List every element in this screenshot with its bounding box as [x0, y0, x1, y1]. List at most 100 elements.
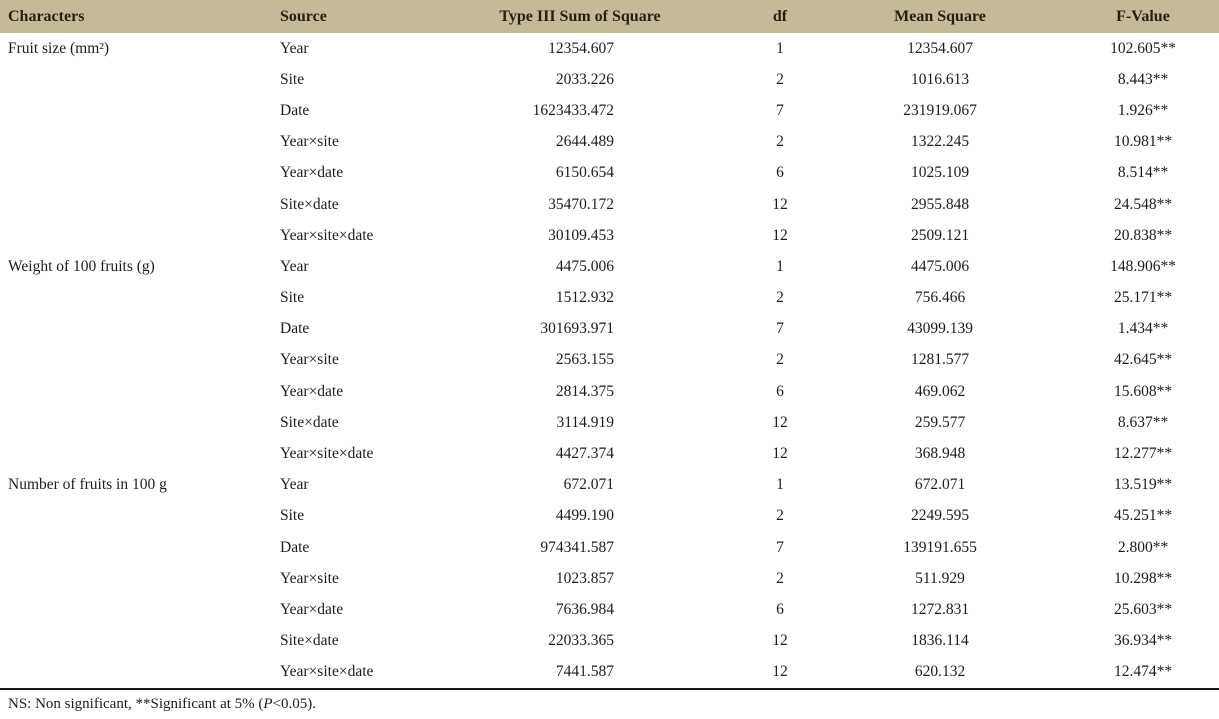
cell-source: Year×date [280, 600, 344, 618]
cell-mean-square: 1016.613 [910, 70, 970, 88]
table-header: Characters Source Type III Sum of Square… [0, 0, 1219, 33]
table-row: Year×date 7636.984 6 1272.831 25.603** [0, 594, 1219, 625]
cell-df: 6 [776, 164, 784, 182]
cell-source: Year [280, 476, 309, 494]
cell-source: Year×date [280, 164, 344, 182]
cell-df: 7 [776, 320, 784, 338]
cell-character [0, 345, 280, 376]
footnote-text-end: <0.05). [272, 695, 317, 712]
cell-sum-of-square: 7441.587 [555, 663, 614, 681]
cell-sum-of-square: 4499.190 [555, 507, 614, 525]
cell-df: 2 [776, 351, 784, 369]
cell-character [0, 594, 280, 625]
cell-source: Site×date [280, 632, 339, 650]
cell-df: 12 [772, 445, 788, 463]
cell-mean-square: 1281.577 [910, 351, 970, 369]
cell-f-value: 25.603** [1113, 600, 1173, 618]
cell-sum-of-square: 1623433.472 [532, 101, 614, 119]
cell-mean-square: 139191.655 [903, 538, 977, 556]
cell-source: Year×site [280, 133, 339, 151]
cell-sum-of-square: 6150.654 [555, 164, 614, 182]
column-header-characters: Characters [0, 0, 280, 33]
cell-f-value: 10.981** [1113, 133, 1173, 151]
footnote-text: NS: Non significant, **Significant at 5%… [8, 695, 264, 712]
cell-character [0, 127, 280, 158]
cell-df: 1 [776, 39, 784, 57]
cell-source: Site [280, 507, 305, 525]
cell-character [0, 438, 280, 469]
cell-mean-square: 1322.245 [910, 133, 970, 151]
cell-sum-of-square: 3114.919 [556, 413, 614, 431]
cell-f-value: 1.926** [1117, 101, 1169, 119]
cell-f-value: 36.934** [1113, 632, 1173, 650]
cell-sum-of-square: 672.071 [563, 476, 614, 494]
table-row: Weight of 100 fruits (g) Year 4475.006 1… [0, 251, 1219, 282]
cell-f-value: 15.608** [1113, 382, 1173, 400]
header-row: Characters Source Type III Sum of Square… [0, 0, 1219, 33]
table-row: Site×date 22033.365 12 1836.114 36.934** [0, 626, 1219, 657]
table-row: Site×date 35470.172 12 2955.848 24.548** [0, 189, 1219, 220]
table-row: Site 2033.226 2 1016.613 8.443** [0, 64, 1219, 95]
cell-f-value: 13.519** [1113, 476, 1173, 494]
cell-sum-of-square: 30109.453 [548, 226, 614, 244]
cell-source: Site [280, 70, 305, 88]
table-row: Number of fruits in 100 g Year 672.071 1… [0, 470, 1219, 501]
cell-f-value: 1.434** [1117, 320, 1169, 338]
cell-df: 1 [776, 476, 784, 494]
cell-sum-of-square: 4475.006 [555, 257, 614, 275]
cell-df: 12 [772, 195, 788, 213]
cell-sum-of-square: 35470.172 [548, 195, 614, 213]
anova-table: Characters Source Type III Sum of Square… [0, 0, 1219, 690]
cell-character [0, 563, 280, 594]
cell-df: 7 [776, 538, 784, 556]
cell-character [0, 314, 280, 345]
cell-sum-of-square: 301693.971 [540, 320, 614, 338]
cell-sum-of-square: 1512.932 [555, 289, 614, 307]
cell-character [0, 95, 280, 126]
cell-sum-of-square: 2644.489 [555, 133, 614, 151]
cell-mean-square: 4475.006 [910, 257, 970, 275]
cell-f-value: 25.171** [1113, 289, 1173, 307]
cell-character: Number of fruits in 100 g [8, 476, 167, 494]
cell-character [0, 283, 280, 314]
cell-df: 12 [772, 632, 788, 650]
cell-f-value: 20.838** [1113, 226, 1173, 244]
cell-character [0, 64, 280, 95]
table-row: Year×site 1023.857 2 511.929 10.298** [0, 563, 1219, 594]
table-row: Site 4499.190 2 2249.595 45.251** [0, 501, 1219, 532]
cell-f-value: 12.474** [1113, 663, 1173, 681]
table-row: Date 1623433.472 7 231919.067 1.926** [0, 95, 1219, 126]
table-row: Year×site 2563.155 2 1281.577 42.645** [0, 345, 1219, 376]
cell-character [0, 532, 280, 563]
cell-source: Date [280, 320, 310, 338]
table-row: Fruit size (mm²) Year 12354.607 1 12354.… [0, 33, 1219, 64]
column-header-sum-of-square: Type III Sum of Square [445, 0, 715, 33]
cell-character [0, 657, 280, 689]
cell-mean-square: 368.948 [914, 445, 966, 463]
cell-character [0, 220, 280, 251]
table-row: Date 301693.971 7 43099.139 1.434** [0, 314, 1219, 345]
cell-sum-of-square: 2814.375 [555, 382, 614, 400]
cell-mean-square: 1025.109 [910, 164, 970, 182]
cell-character [0, 189, 280, 220]
footnote-p-symbol: P [263, 695, 273, 712]
cell-character [0, 158, 280, 189]
cell-mean-square: 12354.607 [907, 39, 973, 57]
cell-sum-of-square: 2033.226 [555, 70, 614, 88]
cell-df: 6 [776, 600, 784, 618]
table-row: Site 1512.932 2 756.466 25.171** [0, 283, 1219, 314]
cell-sum-of-square: 22033.365 [548, 632, 614, 650]
cell-f-value: 8.443** [1117, 70, 1169, 88]
cell-mean-square: 756.466 [914, 289, 966, 307]
cell-source: Year [280, 257, 309, 275]
cell-f-value: 102.605** [1110, 39, 1176, 57]
table-body: Fruit size (mm²) Year 12354.607 1 12354.… [0, 33, 1219, 689]
cell-df: 12 [772, 226, 788, 244]
cell-source: Year×site×date [280, 663, 374, 681]
cell-source: Site×date [280, 413, 339, 431]
cell-f-value: 8.637** [1117, 413, 1169, 431]
cell-df: 7 [776, 101, 784, 119]
table-row: Date 974341.587 7 139191.655 2.800** [0, 532, 1219, 563]
cell-sum-of-square: 4427.374 [555, 445, 614, 463]
cell-mean-square: 2509.121 [910, 226, 970, 244]
